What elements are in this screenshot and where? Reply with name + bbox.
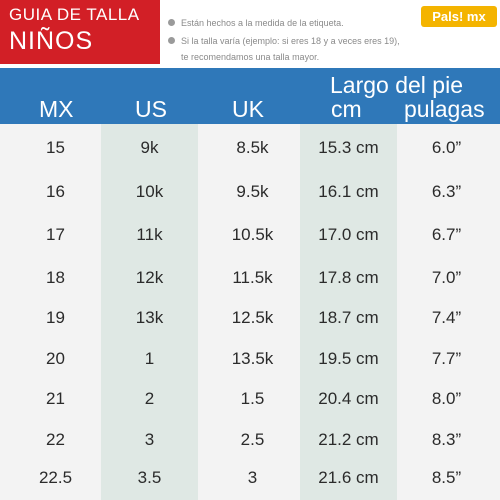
cell-inches: 8.5” <box>431 468 462 487</box>
cell-mx: 15 <box>46 138 65 157</box>
table-row: 22.5 3.5 3 21.6 cm 8.5” <box>0 458 500 498</box>
note-2: Si la talla varía (ejemplo: si eres 18 y… <box>168 36 400 47</box>
table-row: 22 3 2.5 21.2 cm 8.3” <box>0 420 500 460</box>
cm-column-band <box>300 124 397 500</box>
cell-mx: 16 <box>46 182 65 201</box>
note-1-text: Están hechos a la medida de la etiqueta. <box>181 18 344 28</box>
header-cm: cm <box>331 96 362 122</box>
cell-mx: 22 <box>46 430 65 449</box>
cell-us: 13k <box>135 308 164 327</box>
table-row: 17 11k 10.5k 17.0 cm 6.7” <box>0 215 500 255</box>
header-us: US <box>135 96 167 122</box>
header-mx: MX <box>39 96 74 122</box>
cell-mx: 21 <box>46 389 65 408</box>
cell-inches: 6.0” <box>431 138 462 157</box>
cell-mx: 22.5 <box>38 468 73 487</box>
cell-cm: 18.7 cm <box>318 308 379 327</box>
title-banner: GUIA DE TALLA NIÑOS <box>0 0 160 64</box>
table-row: 16 10k 9.5k 16.1 cm 6.3” <box>0 172 500 212</box>
title-line-2: NIÑOS <box>9 27 94 55</box>
cell-inches: 7.4” <box>431 308 462 327</box>
cell-mx: 17 <box>46 225 65 244</box>
cell-mx: 18 <box>46 268 65 287</box>
cell-inches: 7.7” <box>431 349 462 368</box>
cell-uk: 12.5k <box>231 308 274 327</box>
header-uk: UK <box>232 96 264 122</box>
cell-mx: 19 <box>46 308 65 327</box>
brand-logo: Pals! mx <box>421 6 497 27</box>
cell-uk: 2.5 <box>240 430 265 449</box>
cell-cm: 21.2 cm <box>318 430 379 449</box>
cell-uk: 9.5k <box>236 182 269 201</box>
cell-us: 1 <box>144 349 155 368</box>
bullet-icon <box>168 37 175 44</box>
cell-us: 11k <box>136 225 163 244</box>
cell-us: 10k <box>135 182 164 201</box>
cell-inches: 6.3” <box>431 182 462 201</box>
table-row: 18 12k 11.5k 17.8 cm 7.0” <box>0 258 500 298</box>
table-row: 19 13k 12.5k 18.7 cm 7.4” <box>0 298 500 338</box>
cell-cm: 20.4 cm <box>318 389 379 408</box>
table-row: 20 1 13.5k 19.5 cm 7.7” <box>0 339 500 379</box>
bullet-icon <box>168 19 175 26</box>
us-column-band <box>101 124 198 500</box>
table-header: MX US UK Largo del pie cm pulagas <box>0 68 500 124</box>
cell-cm: 17.0 cm <box>318 225 379 244</box>
note-2-text: Si la talla varía (ejemplo: si eres 18 y… <box>181 36 400 46</box>
cell-cm: 16.1 cm <box>318 182 379 201</box>
cell-uk: 8.5k <box>236 138 269 157</box>
cell-uk: 1.5 <box>240 389 265 408</box>
cell-uk: 11.5k <box>232 268 273 287</box>
cell-inches: 8.0” <box>431 389 462 408</box>
cell-uk: 3 <box>247 468 258 487</box>
cell-us: 12k <box>135 268 164 287</box>
cell-cm: 15.3 cm <box>318 138 379 157</box>
cell-cm: 17.8 cm <box>318 268 379 287</box>
cell-cm: 21.6 cm <box>318 468 379 487</box>
cell-inches: 7.0” <box>431 268 462 287</box>
header-largo-del-pie: Largo del pie <box>330 72 463 98</box>
cell-mx: 20 <box>46 349 65 368</box>
cell-us: 3 <box>144 430 155 449</box>
note-3-text: te recomendamos una talla mayor. <box>181 52 320 62</box>
cell-inches: 8.3” <box>431 430 462 449</box>
cell-us: 9k <box>140 138 159 157</box>
title-line-1: GUIA DE TALLA <box>9 5 140 24</box>
cell-uk: 10.5k <box>231 225 274 244</box>
header-pulgadas: pulagas <box>404 96 485 122</box>
table-row: 21 2 1.5 20.4 cm 8.0” <box>0 379 500 419</box>
cell-us: 2 <box>144 389 155 408</box>
table-row: 15 9k 8.5k 15.3 cm 6.0” <box>0 128 500 168</box>
cell-us: 3.5 <box>137 468 162 487</box>
note-1: Están hechos a la medida de la etiqueta. <box>168 18 344 29</box>
cell-uk: 13.5k <box>231 349 274 368</box>
cell-inches: 6.7” <box>431 225 462 244</box>
cell-cm: 19.5 cm <box>318 349 379 368</box>
